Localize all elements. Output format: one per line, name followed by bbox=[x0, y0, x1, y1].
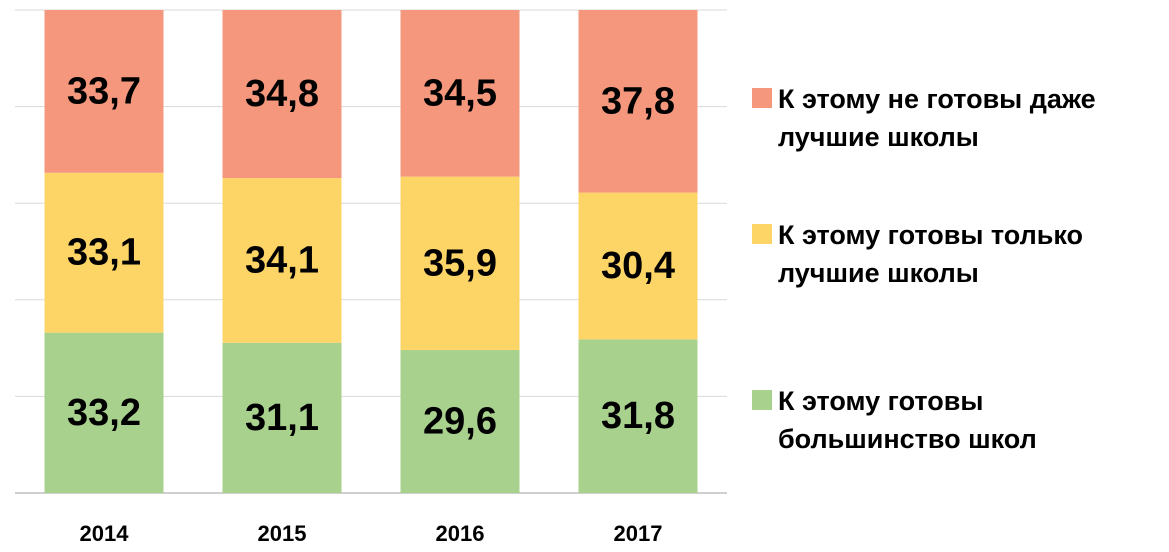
bar-segment bbox=[222, 10, 342, 179]
value-label: 33,2 bbox=[67, 392, 141, 434]
value-label: 31,1 bbox=[245, 397, 319, 439]
value-label: 30,4 bbox=[601, 245, 675, 287]
bar-segment bbox=[400, 350, 520, 493]
value-label: 34,1 bbox=[245, 239, 319, 281]
value-label: 31,8 bbox=[601, 395, 675, 437]
legend-label: К этому готовы только лучшие школы bbox=[778, 220, 1083, 288]
bar-segment bbox=[578, 339, 698, 493]
legend-item: К этому не готовы даже лучшие школы bbox=[752, 80, 1158, 156]
chart: 33,2 33,1 33,7 2014 31,1 34,1 34,8 2015 29,6 35,9… bbox=[15, 9, 727, 546]
bar-segment bbox=[44, 172, 164, 333]
value-label: 33,7 bbox=[67, 70, 141, 112]
legend-swatch bbox=[752, 224, 772, 244]
value-label: 34,8 bbox=[245, 73, 319, 115]
bar-segment bbox=[400, 10, 520, 177]
legend-label: К этому не готовы даже лучшие школы bbox=[778, 84, 1096, 152]
bar-segment bbox=[222, 178, 342, 343]
legend-label: К этому готовы большинство школ bbox=[778, 386, 1037, 454]
x-tick-label: 2016 bbox=[436, 521, 485, 546]
value-label: 35,9 bbox=[423, 242, 497, 284]
value-label: 37,8 bbox=[601, 80, 675, 122]
bar-segment bbox=[44, 332, 164, 493]
value-label: 33,1 bbox=[67, 232, 141, 274]
bar-segment bbox=[578, 192, 698, 340]
x-tick-label: 2015 bbox=[258, 521, 307, 546]
legend-item: К этому готовы только лучшие школы bbox=[752, 216, 1158, 292]
value-label: 29,6 bbox=[423, 401, 497, 443]
bar-segment bbox=[578, 10, 698, 193]
legend-swatch bbox=[752, 88, 772, 108]
x-tick-label: 2014 bbox=[80, 521, 130, 546]
legend-item: К этому готовы большинство школ bbox=[752, 382, 1158, 458]
bar-segment bbox=[44, 10, 164, 173]
bar-segment bbox=[222, 342, 342, 493]
x-tick-label: 2017 bbox=[614, 521, 663, 546]
bar-segment bbox=[400, 176, 520, 351]
value-label: 34,5 bbox=[423, 72, 497, 114]
legend-swatch bbox=[752, 390, 772, 410]
